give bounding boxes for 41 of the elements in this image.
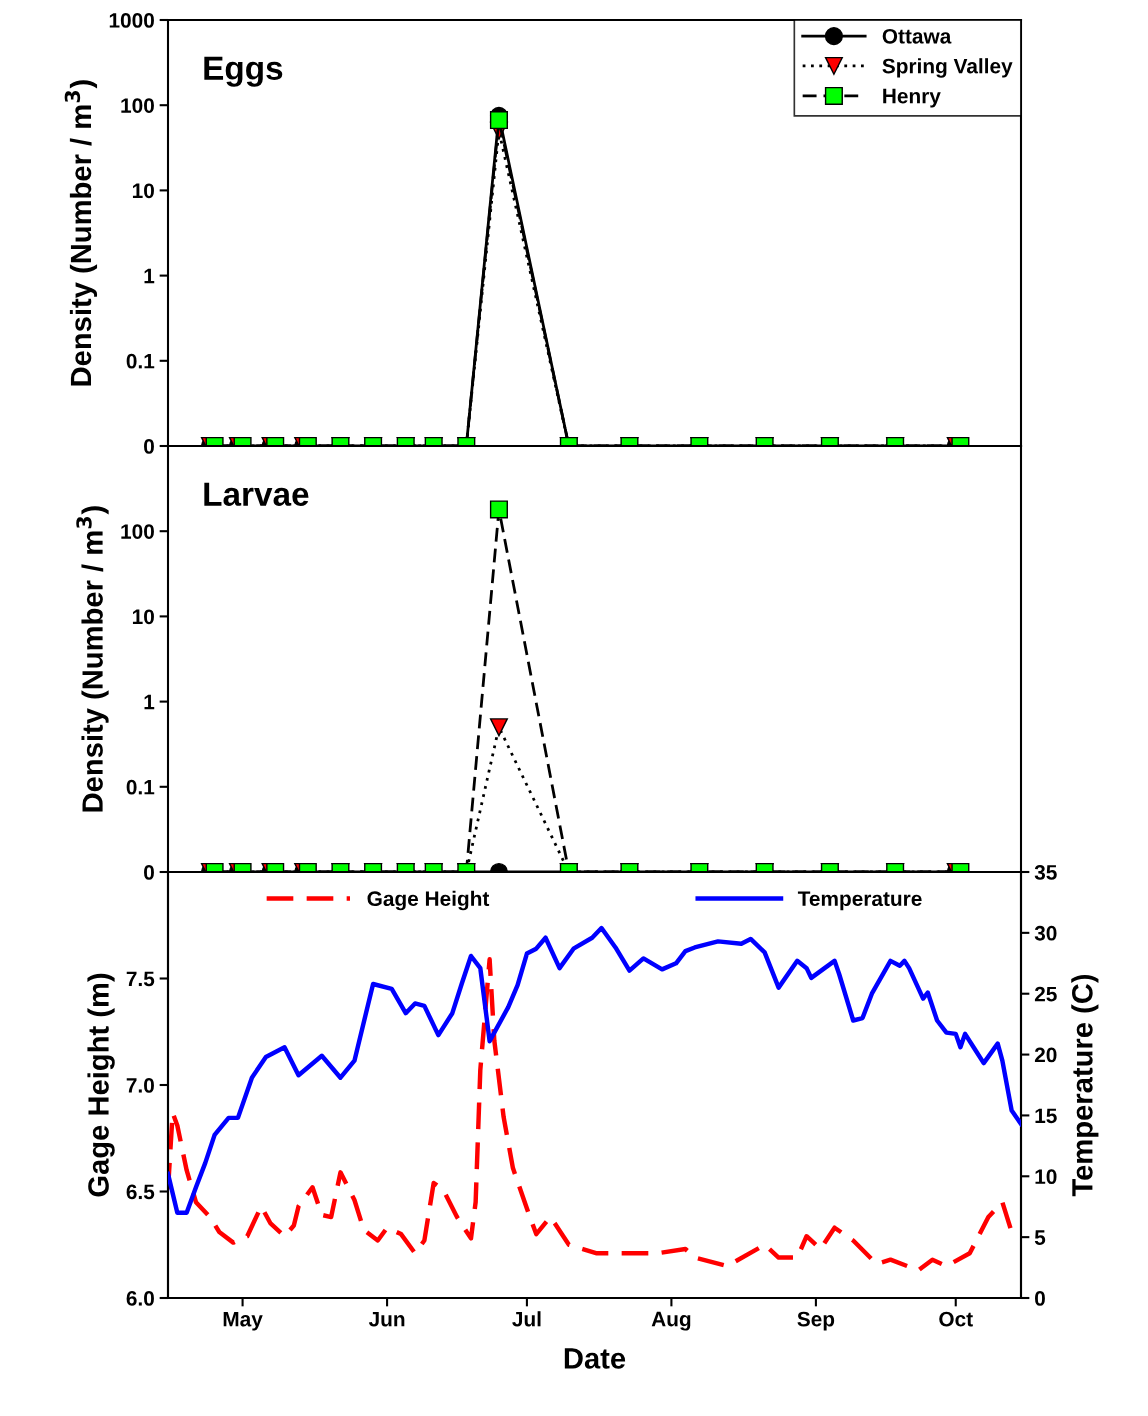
text: Larvae xyxy=(204,482,309,506)
y-tick-label: 100 xyxy=(121,98,154,113)
y-tick-label: 100 xyxy=(121,524,154,539)
y-tick-label: 10 xyxy=(132,609,154,625)
y-tick-label: 7.5 xyxy=(126,971,155,987)
x-axis-title: Date xyxy=(564,1348,626,1369)
y-tick-label: 6.5 xyxy=(126,1184,155,1200)
y-tick-label: 1 xyxy=(144,694,155,710)
y-axis-title: Density (Number / m$^{3}$) xyxy=(76,506,109,812)
legend-label: Ottawa xyxy=(882,28,952,44)
x-tick-label: Aug xyxy=(651,1311,691,1331)
y-tick-label: 0 xyxy=(144,865,154,880)
y2-tick-label: 0 xyxy=(1035,1291,1045,1306)
y-tick-label: 0.1 xyxy=(126,353,155,369)
x-tick-label: Oct xyxy=(939,1311,973,1327)
y2-tick-label: 25 xyxy=(1034,986,1057,1002)
text: Eggs xyxy=(204,56,283,87)
legend-label: Spring Valley xyxy=(882,58,1013,78)
y-tick-label: 0 xyxy=(144,439,154,454)
y-tick-label: 6.0 xyxy=(126,1291,154,1306)
y2-tick-label: 15 xyxy=(1035,1108,1057,1124)
y2-axis-title: Temperature (C) xyxy=(1071,974,1099,1197)
y2-tick-label: 20 xyxy=(1034,1047,1057,1063)
y-axis-title: Density (Number / m$^{3}$) xyxy=(64,80,98,386)
y-tick-label: 10 xyxy=(132,183,154,199)
y2-tick-label: 5 xyxy=(1034,1230,1046,1245)
legend-label: Temperature xyxy=(797,891,922,911)
y-tick-label: 1 xyxy=(144,268,155,284)
legend-label: Henry xyxy=(883,88,941,108)
y-axis-title: Gage Height (m) xyxy=(87,973,115,1197)
x-tick-label: Jun xyxy=(368,1311,405,1327)
legend-label: Gage Height xyxy=(367,890,490,911)
y2-tick-label: 35 xyxy=(1034,865,1057,880)
y-tick-label: 7.0 xyxy=(126,1078,154,1093)
y2-tick-label: 30 xyxy=(1034,925,1057,941)
x-tick-label: Jul xyxy=(512,1311,541,1327)
y2-tick-label: 10 xyxy=(1035,1169,1057,1185)
y-tick-label: 0.1 xyxy=(126,779,155,795)
y-tick-label: 1000 xyxy=(109,13,154,28)
x-tick-label: Sep xyxy=(797,1311,835,1331)
x-tick-label: May xyxy=(223,1311,263,1331)
